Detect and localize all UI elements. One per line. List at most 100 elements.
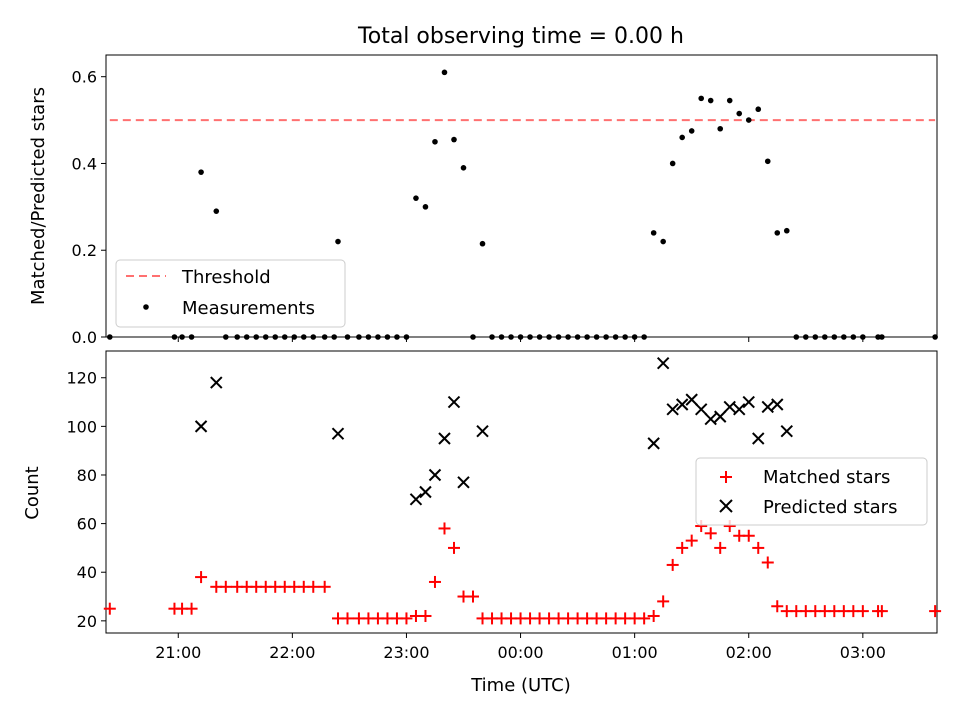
measurement-point — [403, 334, 410, 340]
measurement-point — [335, 238, 341, 245]
predicted-star-point — [331, 427, 345, 440]
matched-star-point — [752, 541, 765, 554]
predicted-star-point — [761, 400, 774, 414]
matched-star-point — [638, 612, 651, 625]
bottom-y-tick-label: 60 — [77, 515, 97, 534]
measurement-point — [262, 334, 269, 340]
matched-star-point — [419, 609, 432, 622]
matched-star-point — [103, 602, 116, 615]
measurement-point — [812, 334, 819, 340]
measurement-point — [344, 334, 351, 340]
matched-star-point — [856, 605, 869, 618]
measurement-point — [850, 334, 857, 340]
measurement-point — [422, 204, 429, 210]
measurement-point — [679, 134, 685, 141]
top-legend-box — [115, 259, 346, 328]
measurement-point — [243, 334, 250, 340]
measurement-point — [489, 334, 495, 340]
measurement-point — [641, 334, 647, 340]
predicted-star-point — [733, 403, 746, 416]
measurement-point — [508, 334, 514, 340]
predicted-star-point — [447, 395, 461, 409]
bottom-y-tick-label: 100 — [66, 417, 97, 436]
chart-title: Total observing time = 0.00 h — [357, 24, 684, 49]
measurement-point — [707, 97, 714, 104]
legend-predicted-swatch — [719, 499, 733, 513]
top-y-tick-label: 0.0 — [72, 328, 97, 347]
measurement-point — [356, 334, 362, 340]
measurement-point — [669, 160, 676, 167]
x-axis-label: Time (UTC) — [470, 675, 571, 696]
x-tick-label: 21:00 — [155, 643, 201, 662]
measurement-point — [802, 334, 809, 340]
measurement-point — [179, 334, 185, 340]
measurement-point — [755, 106, 762, 113]
x-tick-label: 01:00 — [612, 643, 658, 662]
x-tick-label: 23:00 — [383, 643, 429, 662]
matched-star-point — [428, 575, 441, 588]
measurement-point — [612, 334, 619, 340]
measurement-point — [736, 110, 743, 117]
measurement-point — [822, 334, 828, 340]
bottom-y-tick-label: 40 — [77, 563, 97, 582]
predicted-star-point — [409, 493, 423, 506]
matched-star-point — [742, 529, 755, 542]
predicted-star-point — [771, 398, 784, 411]
top-legend: Threshold Measurements — [115, 259, 346, 328]
legend-measurements-label: Measurements — [182, 298, 315, 319]
measurement-point — [432, 138, 438, 145]
measurement-point — [498, 334, 505, 340]
predicted-star-point — [742, 395, 755, 409]
measurement-point — [365, 334, 372, 340]
bottom-legend: Matched stars Predicted stars — [695, 457, 928, 526]
measurement-point — [281, 334, 288, 340]
matched-star-point — [185, 602, 198, 615]
measurement-point — [171, 334, 178, 340]
predicted-star-point — [780, 425, 793, 438]
matched-star-point — [307, 580, 320, 593]
predicted-star-point — [476, 425, 489, 438]
predicted-star-point — [694, 403, 708, 416]
measurement-point — [774, 230, 781, 236]
matched-star-point — [875, 605, 888, 618]
measurement-point — [384, 334, 391, 340]
bottom-legend-box — [695, 457, 928, 526]
predicted-star-point — [723, 400, 736, 414]
x-tick-label: 02:00 — [726, 643, 772, 662]
measurement-point — [717, 125, 724, 132]
measurement-point — [188, 334, 195, 340]
x-tick-label: 00:00 — [497, 643, 543, 662]
measurement-point — [603, 334, 609, 340]
measurement-point — [331, 334, 337, 340]
measurement-point — [441, 69, 448, 76]
measurement-point — [291, 334, 298, 340]
measurement-point — [793, 334, 800, 340]
predicted-star-point — [428, 468, 442, 482]
measurement-point — [555, 334, 562, 340]
measurement-point — [107, 334, 113, 340]
measurement-point — [932, 334, 938, 340]
top-y-tick-label: 0.6 — [72, 68, 97, 87]
bottom-y-tick-label: 80 — [77, 466, 97, 485]
measurement-point — [253, 334, 260, 340]
measurement-point — [841, 334, 847, 340]
measurement-point — [698, 95, 705, 102]
measurement-point — [745, 117, 752, 123]
measurement-point — [413, 195, 419, 201]
measurement-point — [831, 334, 838, 340]
measurement-point — [321, 334, 328, 340]
matched-star-point — [714, 541, 727, 554]
measurement-point — [631, 334, 638, 340]
matched-stars-points — [103, 520, 942, 625]
measurement-point — [213, 208, 220, 214]
predicted-star-point — [714, 410, 727, 423]
matched-star-point — [647, 609, 660, 622]
matched-star-point — [685, 534, 698, 547]
predicted-stars-points — [194, 356, 793, 506]
measurement-point — [546, 334, 552, 340]
x-tick-label: 22:00 — [269, 643, 315, 662]
matched-star-point — [761, 556, 774, 569]
measurement-point — [783, 227, 790, 234]
legend-matched-label: Matched stars — [763, 467, 890, 488]
